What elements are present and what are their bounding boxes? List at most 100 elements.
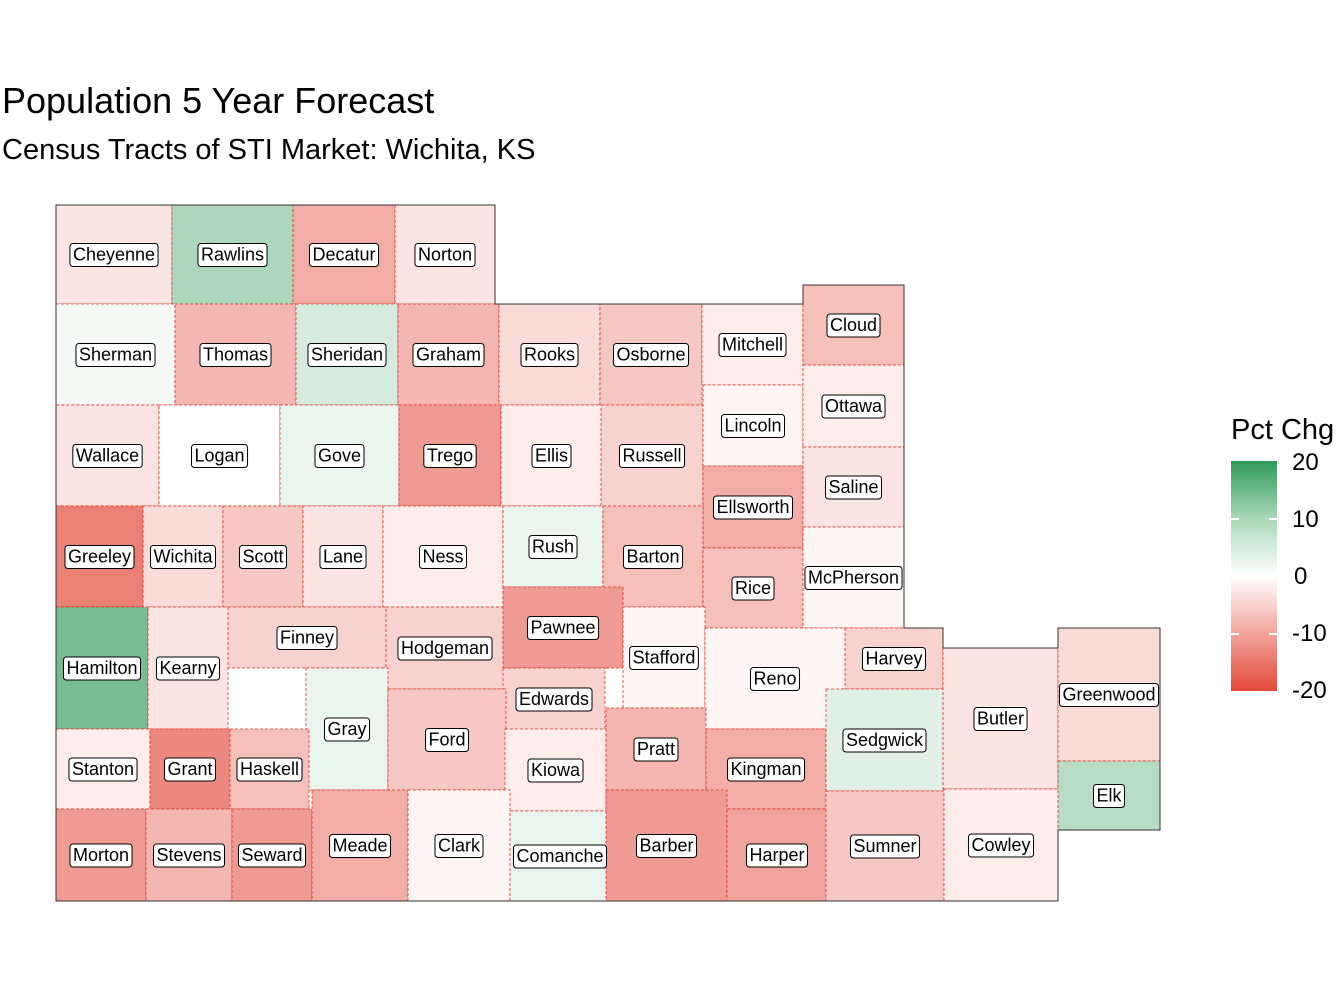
county-label-box-stafford xyxy=(629,646,699,670)
county-label-box-mcpherson xyxy=(804,566,903,590)
chart-title: Population 5 Year Forecast xyxy=(2,80,435,121)
county-label-ottawa: Ottawa xyxy=(825,396,883,416)
county-label-butler: Butler xyxy=(977,709,1024,729)
county-label-mcpherson: McPherson xyxy=(808,568,899,588)
county-label-hodgeman: Hodgeman xyxy=(401,638,489,658)
county-label-box-morton xyxy=(69,843,133,868)
county-label-box-sherman xyxy=(75,343,156,367)
county-label-russell: Russell xyxy=(622,446,681,466)
county-label-box-hodgeman xyxy=(397,636,493,661)
county-label-box-saline xyxy=(824,475,883,500)
county-label-stevens: Stevens xyxy=(156,845,221,865)
county-label-box-meade xyxy=(328,834,392,858)
county-label-lincoln: Lincoln xyxy=(724,416,781,436)
county-label-box-lincoln xyxy=(720,414,786,438)
county-label-box-graham xyxy=(412,343,485,367)
county-label-box-clark xyxy=(434,834,484,858)
county-label-elk: Elk xyxy=(1096,786,1122,806)
county-label-box-norton xyxy=(414,243,476,267)
market-outline xyxy=(55,204,1161,902)
county-label-gove: Gove xyxy=(318,446,361,466)
county-label-rawlins: Rawlins xyxy=(201,245,264,265)
county-label-stanton: Stanton xyxy=(72,759,134,779)
county-label-wallace: Wallace xyxy=(76,446,139,466)
chart-subtitle: Census Tracts of STI Market: Wichita, KS xyxy=(2,134,536,166)
county-label-box-rush xyxy=(528,535,578,559)
county-label-barber: Barber xyxy=(639,836,693,856)
county-label-box-ness xyxy=(418,545,468,569)
county-label-box-wallace xyxy=(72,444,143,468)
county-label-box-ottawa xyxy=(821,394,886,419)
county-label-box-elk xyxy=(1092,784,1126,808)
county-label-kearny: Kearny xyxy=(159,658,216,678)
county-label-box-barton xyxy=(622,545,684,569)
legend-tick-label: 0 xyxy=(1294,563,1308,590)
county-label-box-finney xyxy=(276,626,338,650)
county-label-box-hamilton xyxy=(62,656,142,681)
county-label-rice: Rice xyxy=(735,578,771,598)
county-label-box-cowley xyxy=(967,833,1035,858)
county-label-box-reno xyxy=(749,667,801,691)
county-label-box-greenwood xyxy=(1058,683,1160,707)
county-label-edwards: Edwards xyxy=(519,689,589,709)
county-label-box-butler xyxy=(973,707,1028,731)
county-label-box-comanche xyxy=(512,844,608,869)
county-label-meade: Meade xyxy=(332,836,387,856)
county-label-pawnee: Pawnee xyxy=(530,618,595,638)
county-label-box-grant xyxy=(163,757,217,782)
county-label-box-russell xyxy=(618,444,686,468)
county-label-box-rice xyxy=(731,576,775,601)
county-label-box-wichita xyxy=(149,545,217,569)
county-label-sedgwick: Sedgwick xyxy=(846,730,924,750)
county-label-box-scott xyxy=(238,545,288,569)
county-label-pratt: Pratt xyxy=(637,739,675,759)
county-label-thomas: Thomas xyxy=(203,345,268,365)
county-label-ellis: Ellis xyxy=(535,446,568,466)
county-label-mitchell: Mitchell xyxy=(722,335,783,355)
legend-tick-label: -20 xyxy=(1292,677,1327,704)
county-label-box-haskell xyxy=(236,757,303,782)
county-label-kiowa: Kiowa xyxy=(531,760,581,780)
county-label-box-sumner xyxy=(849,834,921,859)
county-label-box-edwards xyxy=(515,687,593,712)
county-label-box-cheyenne xyxy=(69,243,159,267)
county-label-box-cloud xyxy=(826,313,881,338)
county-label-box-lane xyxy=(319,545,367,569)
county-label-osborne: Osborne xyxy=(616,345,685,365)
county-label-haskell: Haskell xyxy=(240,759,299,779)
county-label-box-thomas xyxy=(199,343,272,367)
county-label-box-kingman xyxy=(726,757,806,782)
legend-tick-label: 20 xyxy=(1292,449,1319,476)
county-label-greenwood: Greenwood xyxy=(1062,685,1155,705)
county-label-box-mitchell xyxy=(718,333,787,357)
county-label-box-sedgwick xyxy=(842,728,927,753)
county-label-reno: Reno xyxy=(753,669,796,689)
county-label-box-ellis xyxy=(531,444,572,468)
county-label-cowley: Cowley xyxy=(971,835,1030,855)
county-label-decatur: Decatur xyxy=(312,245,375,265)
county-label-box-gray xyxy=(323,717,371,742)
county-label-harper: Harper xyxy=(749,845,804,865)
county-label-kingman: Kingman xyxy=(730,759,801,779)
county-label-box-ford xyxy=(424,728,470,752)
county-label-ness: Ness xyxy=(422,547,463,567)
county-label-box-harvey xyxy=(861,647,927,671)
county-label-ellsworth: Ellsworth xyxy=(716,497,789,517)
county-label-cloud: Cloud xyxy=(830,315,877,335)
county-label-greeley: Greeley xyxy=(68,547,131,567)
county-label-saline: Saline xyxy=(828,477,878,497)
county-label-box-greeley xyxy=(64,545,135,569)
county-label-box-kearny xyxy=(155,656,221,681)
county-label-graham: Graham xyxy=(416,345,481,365)
county-label-comanche: Comanche xyxy=(516,846,603,866)
county-label-box-kiowa xyxy=(527,758,584,783)
county-label-box-barber xyxy=(635,834,698,858)
county-label-clark: Clark xyxy=(438,836,481,856)
county-label-lane: Lane xyxy=(323,547,363,567)
county-label-box-rawlins xyxy=(197,243,268,267)
county-label-rooks: Rooks xyxy=(524,345,575,365)
county-label-box-rooks xyxy=(520,343,579,367)
county-label-box-decatur xyxy=(308,243,380,267)
county-label-harvey: Harvey xyxy=(865,649,922,669)
